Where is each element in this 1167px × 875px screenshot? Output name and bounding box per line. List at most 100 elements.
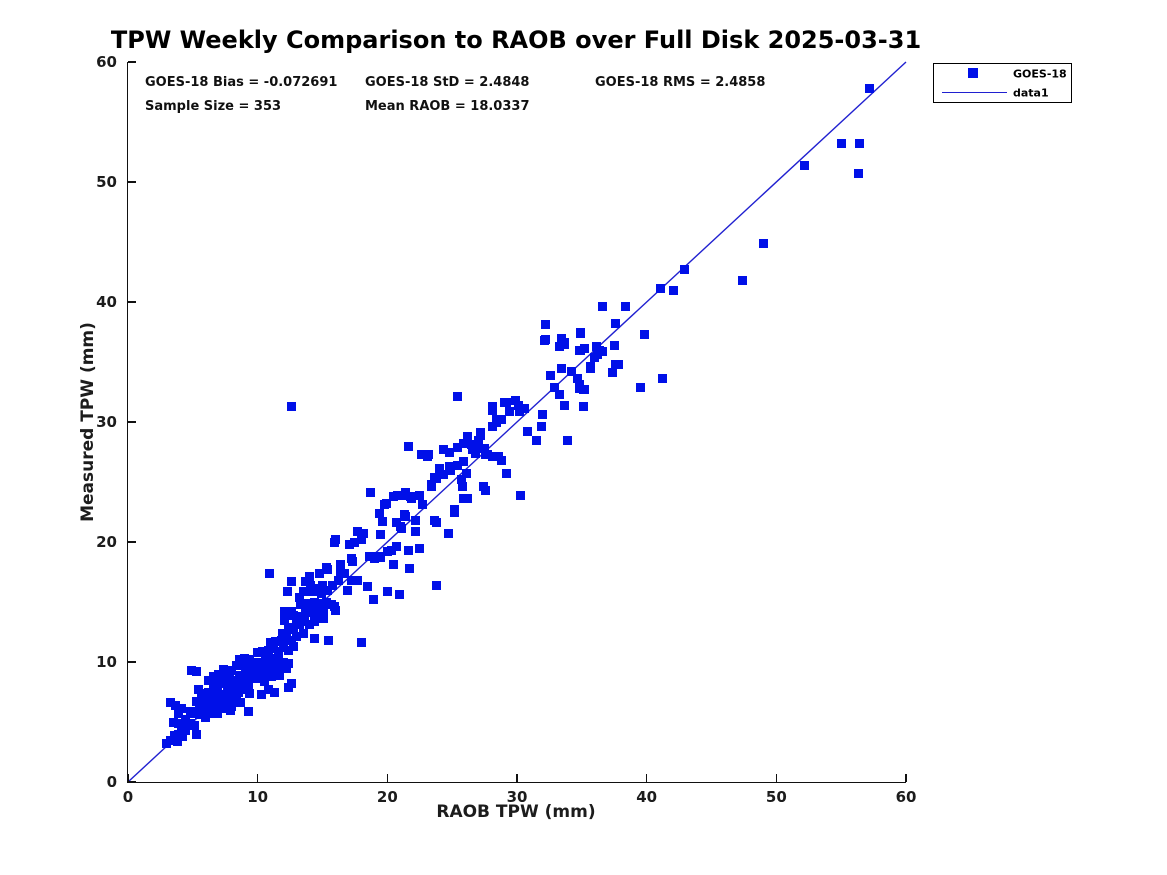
- scatter-point: [333, 575, 343, 585]
- scatter-point: [229, 683, 239, 693]
- scatter-point: [166, 735, 176, 745]
- scatter-point: [310, 633, 320, 643]
- scatter-point: [656, 284, 666, 294]
- scatter-point: [346, 575, 356, 585]
- scatter-point: [375, 508, 385, 518]
- scatter-point: [270, 687, 280, 697]
- scatter-point: [273, 646, 283, 656]
- scatter-point: [305, 572, 315, 582]
- scatter-point: [598, 346, 608, 356]
- scatter-point: [250, 657, 260, 667]
- scatter-point: [359, 529, 369, 539]
- scatter-point: [286, 577, 296, 587]
- scatter-point: [356, 535, 366, 545]
- y-tick-label: 10: [96, 653, 117, 671]
- scatter-point: [276, 662, 286, 672]
- scatter-point: [476, 443, 486, 453]
- scatter-point: [180, 715, 190, 725]
- scatter-point: [273, 655, 283, 665]
- scatter-point: [237, 682, 247, 692]
- scatter-point: [541, 320, 551, 330]
- scatter-point: [305, 620, 315, 630]
- scatter-point: [539, 335, 549, 345]
- x-tick-label: 40: [636, 788, 658, 806]
- scatter-point: [613, 359, 623, 369]
- scatter-point: [212, 680, 222, 690]
- scatter-point: [452, 442, 462, 452]
- scatter-point: [224, 671, 234, 681]
- scatter-point: [516, 490, 526, 500]
- scatter-point: [264, 568, 274, 578]
- scatter-point: [345, 539, 355, 549]
- scatter-point: [192, 729, 202, 739]
- scatter-point: [400, 512, 410, 522]
- scatter-point: [459, 457, 469, 467]
- scatter-point: [350, 537, 360, 547]
- scatter-point: [639, 329, 649, 339]
- scatter-point: [504, 406, 514, 416]
- x-tick-label: 50: [765, 788, 787, 806]
- scatter-point: [573, 374, 583, 384]
- scatter-point: [578, 401, 588, 411]
- scatter-point: [609, 340, 619, 350]
- legend-line-icon: [942, 92, 1007, 93]
- scatter-point: [353, 575, 362, 585]
- scatter-point: [556, 335, 566, 345]
- scatter-point: [202, 701, 212, 711]
- scatter-point: [247, 671, 257, 681]
- legend-square-marker-icon: [968, 68, 978, 78]
- scatter-point: [281, 633, 291, 643]
- scatter-point: [180, 725, 190, 735]
- scatter-point: [576, 328, 586, 338]
- scatter-point: [415, 490, 425, 500]
- y-tick-label: 40: [96, 293, 117, 311]
- scatter-point: [297, 614, 307, 624]
- y-tick: [128, 61, 136, 63]
- scatter-point: [303, 598, 313, 608]
- scatter-point: [280, 607, 290, 617]
- scatter-point: [227, 701, 237, 711]
- scatter-point: [316, 589, 326, 599]
- scatter-point: [203, 675, 213, 685]
- y-tick: [128, 421, 136, 423]
- scatter-point: [511, 395, 521, 405]
- scatter-point: [253, 647, 263, 657]
- scatter-point: [262, 659, 272, 669]
- scatter-point: [189, 721, 199, 731]
- scatter-point: [386, 545, 396, 555]
- scatter-point: [277, 628, 287, 638]
- scatter-point: [284, 645, 294, 655]
- scatter-point: [279, 643, 289, 653]
- scatter-point: [403, 441, 413, 451]
- scatter-point: [423, 452, 433, 462]
- scatter-point: [550, 382, 560, 392]
- scatter-point: [381, 499, 391, 509]
- legend-row-goes18: GOES-18: [934, 64, 1071, 83]
- scatter-point: [487, 422, 497, 432]
- scatter-point: [376, 530, 386, 540]
- scatter-point: [268, 644, 278, 654]
- scatter-point: [215, 674, 225, 684]
- scatter-point: [321, 562, 331, 572]
- scatter-point: [576, 345, 586, 355]
- scatter-point: [853, 169, 863, 179]
- x-tick-label: 30: [506, 788, 528, 806]
- scatter-point: [417, 500, 427, 510]
- scatter-point: [220, 704, 230, 714]
- scatter-point: [176, 704, 186, 714]
- scatter-point: [187, 665, 197, 675]
- scatter-point: [284, 658, 294, 668]
- scatter-point: [404, 563, 414, 573]
- scatter-point: [438, 445, 448, 455]
- scatter-point: [854, 139, 864, 149]
- x-tick: [775, 774, 778, 782]
- scatter-point: [463, 431, 473, 441]
- scatter-point: [537, 422, 547, 432]
- scatter-point: [657, 374, 667, 384]
- y-tick: [128, 661, 136, 663]
- scatter-point: [738, 275, 748, 285]
- stat-rms: GOES-18 RMS = 2.4858: [595, 75, 766, 90]
- scatter-point: [598, 302, 608, 312]
- scatter-point: [166, 698, 176, 708]
- scatter-point: [281, 663, 291, 673]
